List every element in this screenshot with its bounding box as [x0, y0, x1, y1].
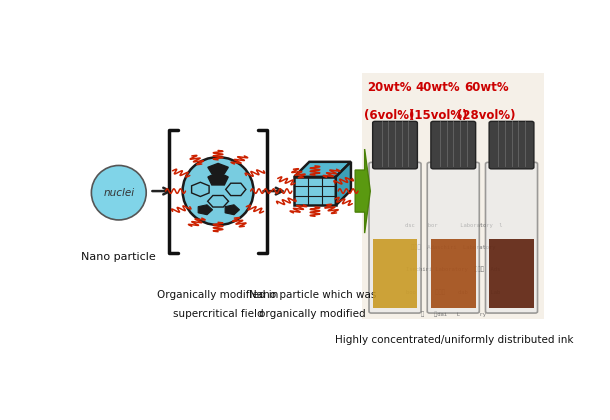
Text: dsc    bor       Laboratory  l: dsc bor Laboratory l [404, 223, 502, 228]
Text: 阪   仙dai   L      ry: 阪 仙dai L ry [421, 311, 486, 317]
Text: (6vol%): (6vol%) [364, 109, 414, 121]
Text: organically modified: organically modified [259, 309, 366, 319]
Polygon shape [208, 163, 228, 173]
Polygon shape [198, 205, 212, 215]
Polygon shape [294, 177, 336, 205]
FancyBboxPatch shape [486, 163, 537, 313]
Text: 20wt%: 20wt% [367, 81, 412, 94]
Text: nuclei: nuclei [103, 188, 134, 198]
Text: supercritical field: supercritical field [173, 309, 264, 319]
Polygon shape [208, 172, 228, 185]
Text: Highly concentrated/uniformly distributed ink: Highly concentrated/uniformly distribute… [336, 335, 573, 345]
Polygon shape [336, 162, 351, 205]
Text: (28vol%): (28vol%) [458, 109, 516, 121]
FancyBboxPatch shape [489, 121, 534, 169]
FancyBboxPatch shape [431, 121, 476, 169]
Bar [362, 73, 544, 319]
Polygon shape [355, 149, 370, 233]
Text: 40wt%: 40wt% [415, 81, 460, 94]
Text: Nano particle: Nano particle [81, 252, 156, 262]
Text: 阪児研  Adaschiri  Laboratory: 阪児研 Adaschiri Laboratory [411, 245, 495, 250]
Text: boo      阪児研    dab       Lab: boo 阪児研 dab Lab [406, 289, 500, 294]
FancyBboxPatch shape [431, 239, 476, 308]
FancyBboxPatch shape [427, 163, 479, 313]
Polygon shape [207, 195, 229, 207]
FancyBboxPatch shape [489, 239, 534, 308]
Polygon shape [294, 162, 351, 177]
FancyBboxPatch shape [373, 239, 417, 308]
Text: 60wt%: 60wt% [464, 81, 509, 94]
Polygon shape [226, 183, 246, 196]
Ellipse shape [92, 165, 146, 220]
FancyBboxPatch shape [369, 163, 421, 313]
Ellipse shape [182, 157, 254, 225]
Text: Isechiri Laboratory  阪児研  Ads: Isechiri Laboratory 阪児研 Ads [406, 267, 500, 273]
Text: Nano particle which was: Nano particle which was [249, 289, 376, 299]
Polygon shape [192, 182, 209, 197]
Text: Organically modified in: Organically modified in [157, 289, 279, 299]
Text: (15vol%): (15vol%) [409, 109, 467, 121]
Polygon shape [225, 205, 240, 215]
FancyBboxPatch shape [373, 121, 417, 169]
